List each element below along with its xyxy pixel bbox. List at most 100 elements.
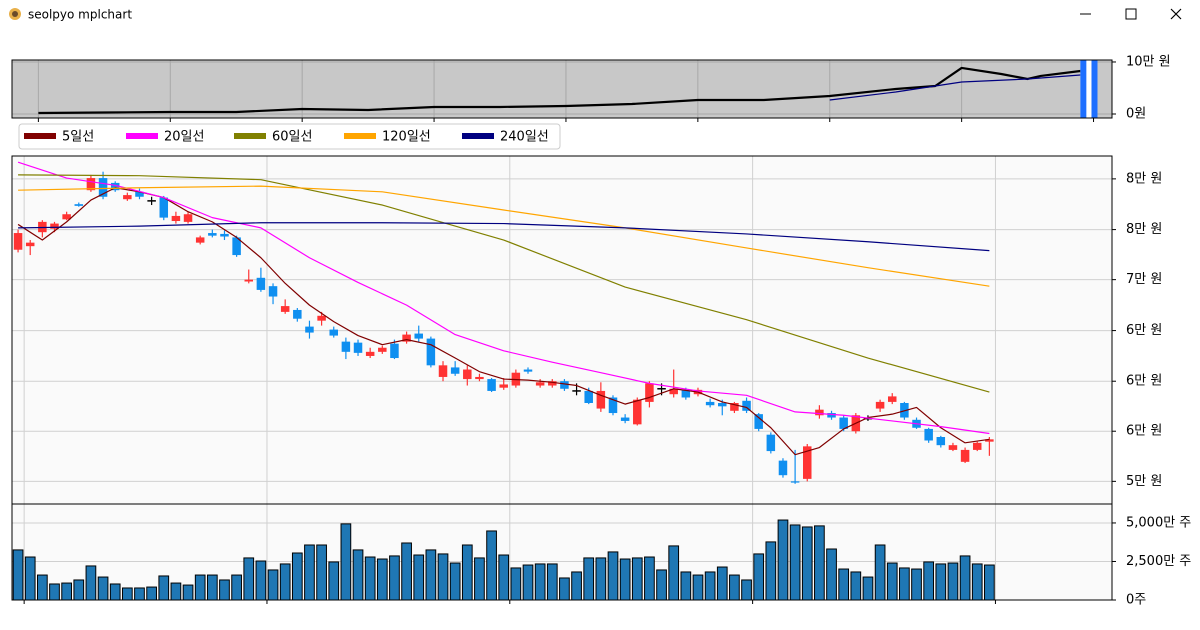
volume-bar	[765, 541, 777, 601]
volume-bar	[947, 562, 959, 601]
range-end	[1091, 60, 1098, 118]
plot-background	[12, 60, 1112, 118]
volume-bar	[886, 562, 898, 601]
volume-bar	[219, 579, 230, 601]
candle-body	[135, 191, 144, 197]
volume-bar	[182, 584, 194, 601]
volume-bar	[656, 569, 667, 601]
candle-body	[803, 446, 812, 479]
volume-bar	[789, 524, 801, 601]
volume-bar	[449, 562, 461, 601]
candle-body	[839, 417, 848, 429]
close-button[interactable]	[1170, 8, 1182, 20]
volume-bar	[401, 542, 412, 601]
candle-body	[584, 390, 593, 404]
volume-bar	[716, 566, 728, 601]
plot-background	[12, 156, 1112, 504]
candle-body	[414, 333, 423, 339]
volume-bar	[61, 582, 72, 601]
volume-bar	[850, 571, 862, 601]
volume-bar	[194, 574, 206, 601]
volume-bar	[510, 567, 522, 601]
volume-bar	[826, 548, 837, 601]
candle-body	[948, 445, 958, 450]
candle-body	[548, 381, 557, 386]
candle-body	[875, 401, 885, 409]
volume-bar	[73, 579, 85, 601]
candle-body	[669, 388, 678, 395]
volume-bar	[486, 530, 497, 601]
line-series	[829, 73, 1094, 101]
volume-bar	[692, 574, 704, 601]
legend-label: 120일선	[382, 130, 431, 145]
candle-body	[560, 381, 569, 389]
line-series	[18, 222, 990, 252]
volume-bar	[923, 561, 935, 601]
candle-body	[535, 382, 545, 386]
volume-bar	[146, 586, 157, 601]
volume-bar	[255, 560, 267, 601]
volume-bar	[437, 553, 449, 601]
volume-bar	[729, 574, 740, 601]
volume-bar	[243, 557, 255, 601]
legend-label: 60일선	[272, 130, 312, 145]
candle-body	[705, 401, 715, 406]
legend-label: 20일선	[164, 130, 204, 145]
legend-label: 240일선	[500, 130, 549, 145]
candle-body	[62, 214, 71, 220]
candle-body	[426, 338, 436, 366]
y-tick-label: 0원	[1126, 106, 1146, 121]
candle-body	[293, 309, 302, 319]
volume-bar	[777, 519, 789, 601]
volume-bar	[911, 568, 922, 601]
line-series	[18, 174, 990, 393]
volume-bar	[935, 563, 947, 601]
candle-body	[86, 178, 96, 191]
candle-body	[924, 428, 933, 441]
y-tick-label: 6만 원	[1126, 424, 1162, 439]
candle-body	[730, 403, 739, 411]
volume-bar	[158, 575, 170, 601]
volume-bar	[704, 571, 716, 601]
volume-bar	[304, 544, 315, 601]
candle-body	[499, 384, 508, 388]
candle-body	[463, 369, 472, 380]
line-series	[17, 187, 990, 456]
candle-body	[402, 334, 411, 342]
candle-body	[220, 233, 229, 237]
candle-body	[13, 233, 23, 250]
candle-body	[280, 306, 290, 312]
candle-body	[244, 279, 254, 282]
candle-body	[171, 215, 181, 222]
y-tick-label: 10만 원	[1126, 54, 1171, 69]
candle-body	[353, 342, 363, 353]
candle-body	[742, 400, 751, 411]
volume-bar	[559, 577, 570, 601]
candle-body	[183, 214, 193, 222]
candle-body	[790, 481, 800, 483]
volume-bar	[971, 563, 983, 601]
candle-body	[827, 413, 836, 418]
candle-body	[645, 383, 654, 402]
volume-bar	[328, 561, 340, 601]
volume-bar	[425, 549, 437, 601]
candle-body	[195, 237, 205, 243]
range-start	[1080, 60, 1087, 118]
candle-body	[887, 396, 897, 402]
candle-body	[475, 376, 484, 380]
candle-body	[305, 326, 314, 333]
volume-bar	[376, 558, 388, 601]
volume-bar	[534, 563, 546, 601]
y-tick-label: 2,500만 주	[1126, 554, 1191, 569]
maximize-button[interactable]	[1125, 8, 1137, 20]
candle-body	[972, 442, 982, 450]
candle-body	[365, 351, 375, 356]
volume-bar	[279, 563, 291, 601]
volume-bar	[134, 587, 145, 601]
volume-bar	[364, 556, 376, 601]
volume-bar	[680, 571, 692, 601]
y-tick-label: 6만 원	[1126, 323, 1162, 338]
candle-body	[960, 449, 970, 462]
legend-swatch	[24, 133, 56, 139]
volume-bar	[340, 523, 352, 601]
